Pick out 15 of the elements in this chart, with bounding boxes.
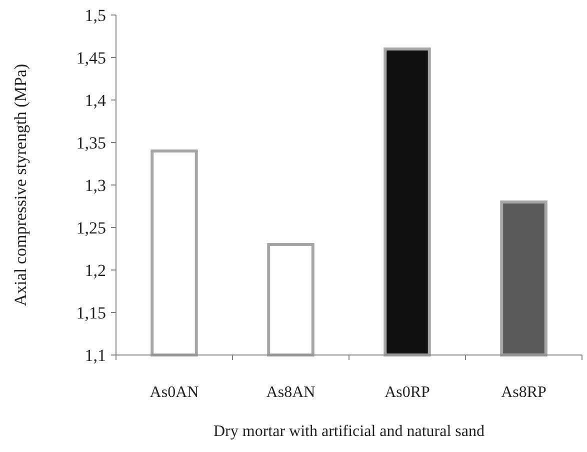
y-tick-label: 1,3	[84, 176, 106, 195]
y-tick-label: 1,2	[84, 260, 106, 280]
x-tick-label: As8RP	[501, 384, 547, 401]
y-tick-label: 1,15	[76, 303, 106, 322]
y-axis-title: Axial compressive styrength (MPa)	[11, 64, 30, 306]
x-axis-title: Dry mortar with artificial and natural sand	[213, 423, 485, 440]
y-tick-label: 1,45	[76, 48, 106, 68]
x-tick-label: As0RP	[384, 384, 430, 401]
y-tick-label: 1,25	[76, 218, 106, 238]
x-tick-label: As0AN	[150, 384, 200, 401]
y-tick-label: 1,4	[84, 90, 106, 110]
y-tick-label: 1,5	[84, 6, 106, 25]
y-tick-label: 1,35	[76, 133, 106, 152]
y-tick-label: 1,1	[84, 346, 106, 365]
x-tick-label: As8AN	[266, 384, 316, 401]
